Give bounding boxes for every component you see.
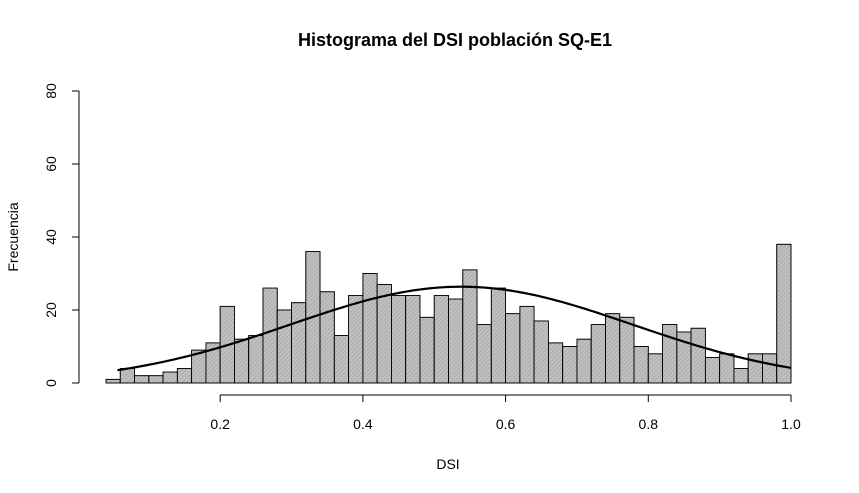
y-axis: 0 20 40 60 80 (43, 83, 80, 387)
histogram-bar-hatch (476, 324, 492, 384)
histogram-bar-hatch (248, 335, 264, 384)
x-tick-label: 0.4 (353, 416, 373, 432)
histogram-bar-hatch (234, 338, 250, 384)
histogram-bar-hatch (176, 367, 193, 384)
histogram-bar-hatch (519, 305, 535, 384)
histogram-bar-hatch (562, 346, 578, 384)
histogram-bar-hatch (148, 375, 164, 384)
y-tick-label: 80 (43, 83, 59, 99)
y-tick-label: 20 (43, 302, 59, 318)
y-axis-title: Frecuencia (5, 202, 21, 271)
y-tick-label: 0 (43, 379, 59, 387)
x-tick-label: 0.8 (639, 416, 659, 432)
histogram-bar-hatch (319, 291, 335, 384)
histogram-bar-hatch (448, 298, 464, 384)
y-tick-label: 40 (43, 229, 59, 245)
histogram-bar-hatch (747, 353, 763, 384)
histogram-bar-hatch (690, 327, 706, 384)
histogram-bar-hatch (576, 338, 592, 384)
x-tick-label: 0.2 (210, 416, 230, 432)
histogram-bar-hatch (533, 320, 549, 384)
histogram-bar-hatch (590, 324, 606, 384)
x-tick-label: 0.6 (496, 416, 516, 432)
histogram-bar-hatch (433, 294, 449, 384)
histogram-bar-hatch (276, 309, 292, 384)
histogram-bar-hatch (662, 324, 678, 384)
x-axis: 0.2 0.4 0.6 0.8 1.0 (210, 394, 801, 432)
histogram-bar-hatch (619, 316, 635, 384)
histogram-bar-hatch (419, 316, 435, 384)
bars-layer (105, 243, 792, 384)
histogram-bar-hatch (505, 313, 521, 384)
normal-curve (117, 285, 792, 372)
histogram-bar-hatch (719, 353, 735, 384)
histogram-bar-hatch (348, 294, 364, 384)
histogram-bar-hatch (333, 335, 350, 384)
histogram-bar-hatch (405, 294, 421, 384)
histogram-bar-hatch (647, 353, 663, 384)
histogram-bar-hatch (762, 353, 778, 384)
histogram-bar-hatch (262, 287, 278, 384)
histogram-bar-hatch (490, 287, 506, 384)
histogram-bar-hatch (547, 342, 564, 384)
histogram-bar-hatch (633, 346, 649, 384)
x-tick-label: 1.0 (781, 416, 801, 432)
histogram-bar-hatch (134, 375, 150, 384)
histogram-bar-hatch (376, 284, 392, 384)
histogram-bar-hatch (391, 294, 407, 384)
histogram-bar-hatch (119, 367, 135, 384)
histogram-bar-hatch (733, 367, 749, 384)
histogram-bar-hatch (291, 302, 307, 384)
histogram-bar-hatch (362, 273, 378, 384)
histogram-bar-hatch (605, 313, 621, 384)
x-axis-title: DSI (436, 456, 459, 472)
chart-title: Histograma del DSI población SQ-E1 (297, 30, 613, 50)
y-tick-label: 60 (43, 156, 59, 172)
histogram-bar-hatch (162, 371, 178, 384)
histogram-bar-hatch (105, 378, 121, 384)
histogram-bar-hatch (704, 357, 721, 384)
histogram-bar-hatch (776, 243, 792, 384)
